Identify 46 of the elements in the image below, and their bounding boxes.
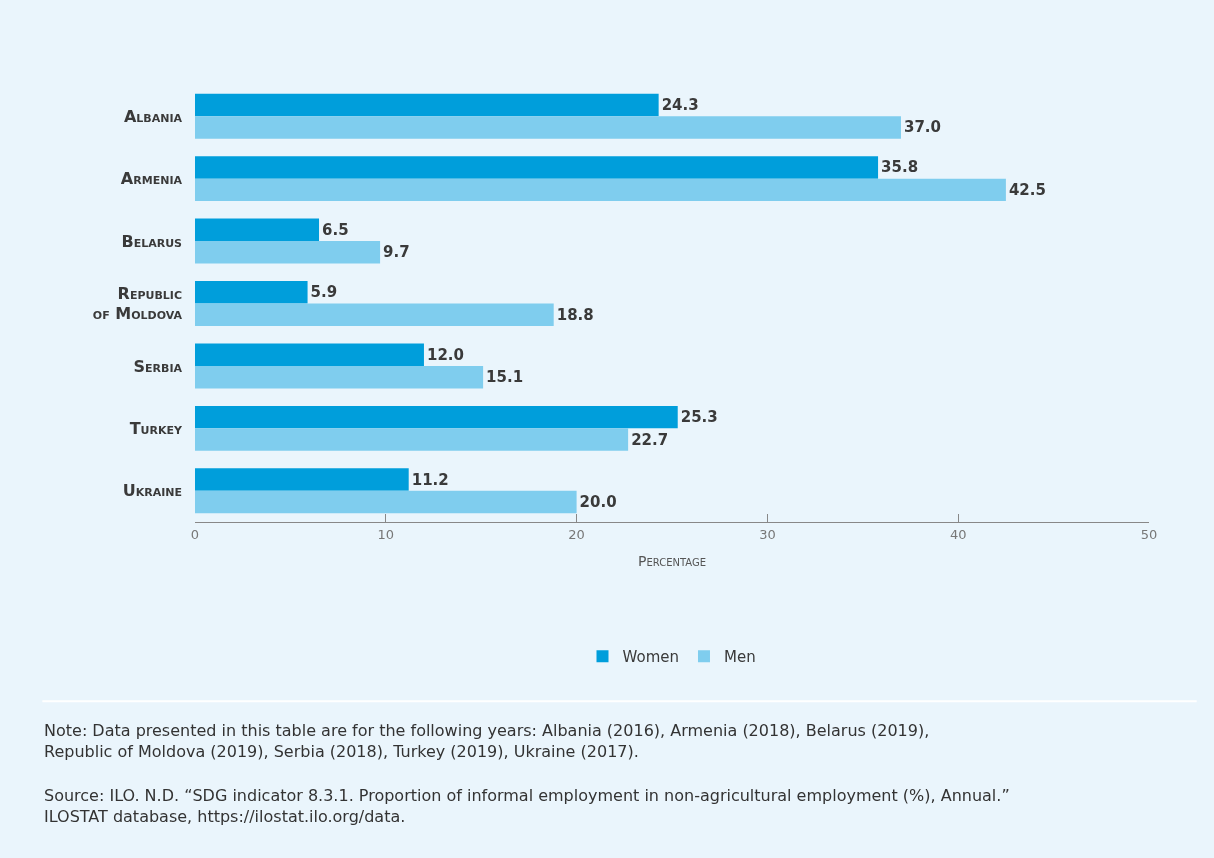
data-label: 25.3 (680, 408, 718, 427)
data-label: 15.1 (486, 368, 524, 387)
bar (195, 156, 879, 179)
bar (195, 490, 577, 514)
data-label: 6.5 (322, 220, 349, 239)
y-tick-label: Belarus (121, 231, 183, 251)
x-tick-label: 20 (568, 526, 585, 542)
y-tick-label: Ukraine (122, 481, 182, 501)
source-note: Source: ILO. N.D. “SDG indicator 8.3.1. Proportion of informal employment in non-agricultural employment (%), Annual.” ILOSTAT database, https://ilostat.ilo.org/data. (44, 786, 1010, 826)
data-label: 37.0 (903, 118, 941, 137)
bar (195, 116, 901, 139)
data-label: 9.7 (383, 243, 410, 262)
data-label: 5.9 (310, 283, 338, 302)
x-tick-label: 30 (759, 526, 776, 542)
bar (195, 93, 659, 117)
y-tick-label: Republic of Moldova (92, 283, 183, 324)
data-label: 11.2 (411, 470, 449, 489)
data-label: 42.5 (1008, 180, 1046, 199)
text: Note: Data presented in this table are for the following years: Albania (2016), Armenia (2018), Belarus (2019), Republic of Moldova (2019), Serbia (2018), Turkey (2019), Ukraine (2017). (44, 721, 930, 761)
x-tick-label: 50 (1140, 526, 1158, 542)
data-label: 35.8 (881, 158, 919, 177)
bar (195, 303, 554, 326)
bar (195, 281, 308, 304)
bar (195, 428, 629, 451)
bar (195, 365, 484, 389)
bar (195, 343, 424, 366)
data-label: 18.8 (556, 305, 594, 324)
bar (195, 178, 1006, 202)
bar (195, 241, 381, 264)
x-axis-title: Percentage (637, 552, 707, 569)
x-tick-label: 0 (190, 526, 200, 542)
x-tick-label: 10 (377, 526, 395, 542)
y-tick-label: Serbia (133, 356, 183, 376)
y-tick-label: Albania (123, 106, 183, 126)
bar (195, 218, 320, 242)
y-tick-label: Armenia (120, 169, 183, 189)
legend-label: Women (622, 648, 679, 667)
data-label: 20.0 (579, 493, 617, 512)
x-tick-label: 40 (949, 526, 967, 542)
y-tick-label: Turkey (129, 418, 184, 438)
data-label: 12.0 (426, 345, 464, 364)
data-label: 24.3 (661, 95, 699, 114)
legend-label: Men (723, 648, 756, 667)
bar (195, 468, 409, 491)
bar (195, 405, 678, 429)
data-label: 22.7 (631, 430, 669, 449)
